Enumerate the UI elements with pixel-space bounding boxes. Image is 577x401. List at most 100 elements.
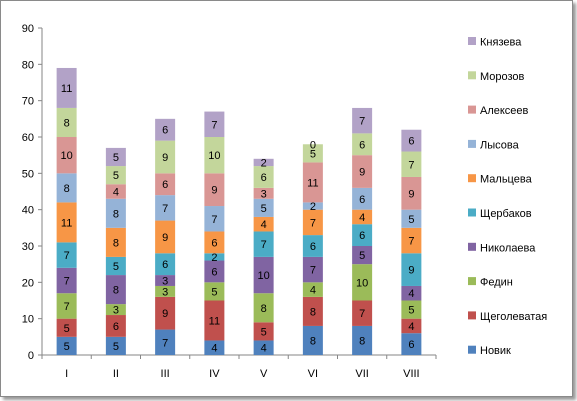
- bar-segment: [155, 220, 176, 254]
- bar-segment: [204, 231, 225, 254]
- legend-swatch: [468, 208, 476, 217]
- legend-swatch: [468, 174, 476, 183]
- data-label: 10: [61, 150, 73, 162]
- data-label: 5: [64, 341, 70, 353]
- data-label: 5: [261, 203, 267, 215]
- bar-segment: [302, 144, 323, 163]
- bar-segment: [105, 227, 126, 257]
- legend-swatch: [468, 345, 476, 354]
- data-label: 4: [261, 343, 267, 355]
- data-label: 10: [258, 270, 270, 282]
- bar-segment: [352, 300, 373, 326]
- bar-segment: [302, 235, 323, 257]
- bar-segment: [204, 340, 225, 355]
- bar-segment: [105, 304, 126, 316]
- legend: Князева Морозов Алексеев Лысова Мальцева Щерб…: [468, 37, 547, 357]
- x-tick-label: VII: [355, 368, 368, 380]
- legend-swatch: [468, 139, 476, 148]
- data-label: 5: [113, 152, 119, 164]
- data-label: 6: [359, 194, 365, 206]
- data-label: 8: [359, 335, 365, 347]
- y-tick-label: 10: [22, 314, 34, 326]
- data-label: 8: [113, 237, 119, 249]
- bar-segment: [401, 285, 422, 301]
- data-label: 7: [408, 236, 414, 248]
- data-label: 4: [408, 321, 414, 333]
- data-label: 7: [310, 265, 316, 277]
- bar-segment: [105, 184, 126, 199]
- data-label: 6: [261, 172, 267, 184]
- data-label: 11: [61, 83, 72, 95]
- data-label: 9: [162, 232, 168, 244]
- bar-segment: [352, 325, 373, 355]
- x-tick-label: I: [65, 368, 68, 380]
- data-label: 9: [408, 188, 414, 200]
- x-tick-label: III: [161, 368, 170, 380]
- data-label: 6: [162, 259, 168, 271]
- y-tick-label: 70: [22, 96, 34, 108]
- legend-swatch: [468, 71, 476, 80]
- data-label: 4: [359, 212, 365, 224]
- bar-segment: [253, 231, 274, 257]
- bar-segment: [352, 107, 373, 134]
- bar-segment: [401, 227, 422, 254]
- legend-label: Морозов: [480, 71, 525, 83]
- bar-segment: [401, 253, 422, 286]
- bar-segment: [105, 166, 126, 185]
- bar-segment: [401, 333, 422, 355]
- bar-segment: [56, 173, 77, 203]
- bar-segment: [302, 162, 323, 203]
- y-tick-label: 30: [22, 241, 34, 253]
- data-label: 4: [261, 219, 267, 231]
- bar-segment: [352, 209, 373, 225]
- legend-label: Новик: [480, 345, 511, 357]
- bar-segment: [302, 296, 323, 326]
- bar-segment: [56, 336, 77, 355]
- data-label: 5: [310, 148, 316, 160]
- bar-segment: [204, 137, 225, 174]
- data-label: 9: [359, 167, 365, 179]
- bar-segment: [253, 322, 274, 341]
- legend-label: Лысова: [480, 139, 520, 151]
- data-label: 11: [61, 217, 72, 229]
- data-label: 6: [408, 339, 414, 351]
- y-tick-label: 20: [22, 277, 34, 289]
- bar-segment: [352, 246, 373, 265]
- bar-segment: [253, 198, 274, 217]
- bar-segment: [253, 293, 274, 323]
- data-label: 6: [211, 266, 217, 278]
- data-label: 7: [162, 337, 168, 349]
- data-label: 9: [162, 308, 168, 320]
- y-tick-label: 50: [22, 168, 34, 180]
- bar-segment: [56, 107, 77, 137]
- bar-segment: [204, 111, 225, 137]
- bar-segment: [56, 137, 77, 174]
- data-label: 5: [211, 286, 217, 298]
- legend-label: Федин: [480, 277, 513, 289]
- bar-segment: [204, 173, 225, 207]
- data-label: 7: [261, 239, 267, 251]
- data-label: 5: [408, 214, 414, 226]
- data-label: 6: [113, 321, 119, 333]
- y-tick-label: 40: [22, 205, 34, 217]
- bar-segment: [302, 202, 323, 210]
- bar-segment: [302, 282, 323, 297]
- data-label: 6: [359, 139, 365, 151]
- bar-segment: [155, 173, 176, 196]
- bar-segment: [352, 133, 373, 156]
- y-tick-label: 60: [22, 132, 34, 144]
- legend-label: Николаева: [480, 242, 536, 254]
- data-label: 4: [310, 285, 316, 297]
- x-tick-label: VIII: [403, 368, 420, 380]
- legend-label: Мальцева: [480, 174, 533, 186]
- data-label: 7: [64, 250, 70, 262]
- bar-segment: [56, 267, 77, 294]
- data-label: 7: [310, 217, 316, 229]
- legend-label: Алексеев: [480, 105, 529, 117]
- bar-segment: [401, 318, 422, 334]
- data-label: 7: [211, 119, 217, 131]
- data-label: 10: [356, 277, 368, 289]
- data-label: 11: [307, 177, 318, 189]
- data-label: 5: [359, 250, 365, 262]
